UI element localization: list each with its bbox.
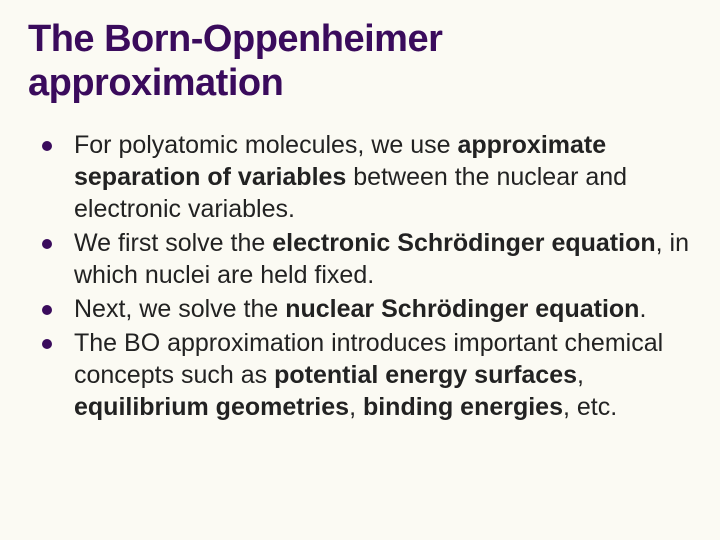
text-run: Next, we solve the (74, 295, 285, 323)
list-item: For polyatomic molecules, we use approxi… (34, 129, 692, 225)
bold-run: potential energy surfaces (274, 361, 577, 389)
list-item: We first solve the electronic Schrödinge… (34, 227, 692, 291)
slide-title: The Born-Oppenheimer approximation (28, 18, 692, 105)
list-item: Next, we solve the nuclear Schrödinger e… (34, 293, 692, 325)
text-run: , (577, 361, 584, 389)
text-run: For polyatomic molecules, we use (74, 131, 457, 159)
bold-run: binding energies (363, 393, 563, 421)
list-item: The BO approximation introduces importan… (34, 327, 692, 423)
bold-run: equilibrium geometries (74, 393, 349, 421)
text-run: . (639, 295, 646, 323)
text-run: , (349, 393, 363, 421)
text-run: We first solve the (74, 229, 272, 257)
bullet-list: For polyatomic molecules, we use approxi… (28, 129, 692, 423)
bold-run: electronic Schrödinger equation (272, 229, 655, 257)
text-run: , etc. (563, 393, 617, 421)
bold-run: nuclear Schrödinger equation (285, 295, 639, 323)
